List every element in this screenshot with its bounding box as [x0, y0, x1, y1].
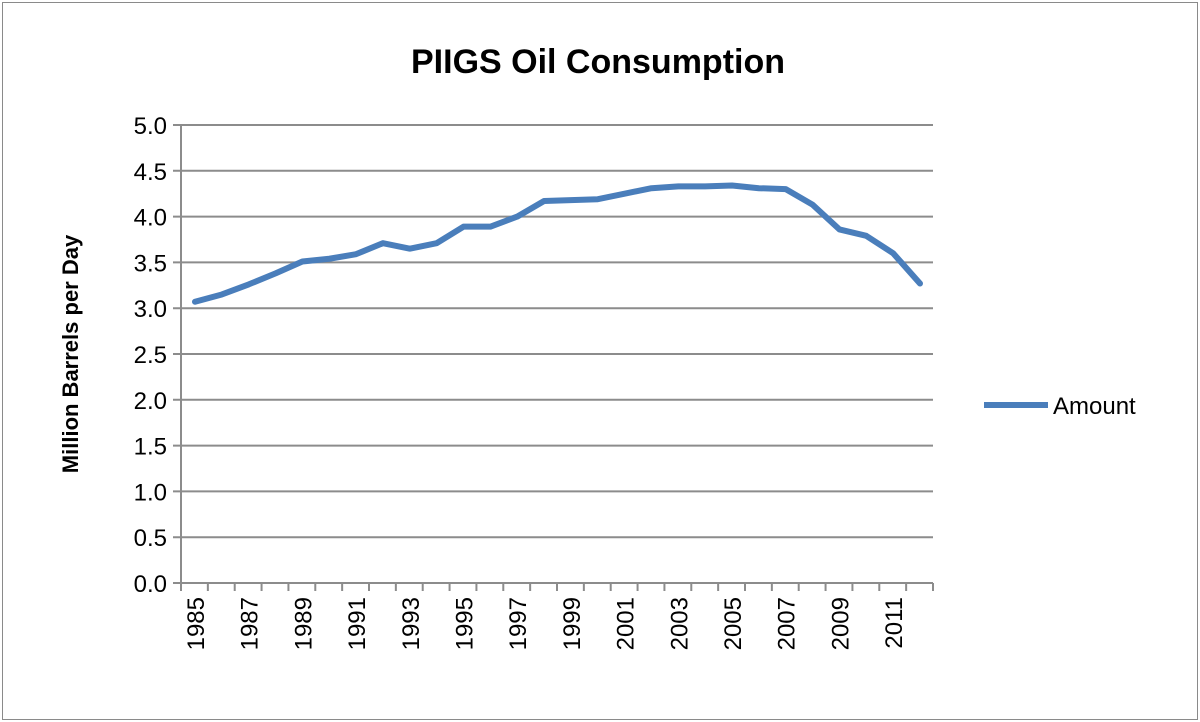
x-tick-label: 2003: [666, 597, 693, 650]
x-tick-label: 2011: [881, 597, 908, 649]
y-tick-label: 0.5: [134, 525, 167, 552]
x-tick-label: 1991: [344, 597, 371, 650]
y-tick-label: 0.0: [134, 571, 167, 598]
x-tick-label: 1987: [237, 597, 264, 650]
y-tick-label: 2.5: [134, 342, 167, 369]
x-tick-label: 1989: [290, 597, 317, 650]
y-tick-label: 3.5: [134, 250, 167, 277]
series-line-amount: [192, 182, 923, 305]
x-tick-label: 1997: [505, 597, 532, 650]
x-tick-label: 1985: [183, 597, 210, 650]
x-tick-label: 1993: [398, 597, 425, 650]
y-axis-label: Million Barrels per Day: [58, 234, 83, 473]
x-tick-label: 2009: [827, 597, 854, 650]
y-tick-label: 1.0: [134, 479, 167, 506]
x-tick-label: 2005: [720, 597, 747, 650]
y-tick-label: 1.5: [134, 434, 167, 461]
y-tick-label: 2.0: [134, 388, 167, 415]
x-tick-label: 1995: [452, 597, 479, 650]
chart-title: PIIGS Oil Consumption: [411, 43, 785, 81]
x-tick-label: 1999: [559, 597, 586, 650]
y-tick-label: 3.0: [134, 296, 167, 323]
legend-label: Amount: [1053, 393, 1136, 420]
x-tick-label: 2001: [613, 597, 640, 650]
x-tick-label: 2007: [774, 597, 801, 650]
y-tick-label: 5.0: [134, 113, 167, 140]
y-tick-label: 4.0: [134, 205, 167, 232]
y-tick-label: 4.5: [134, 159, 167, 186]
